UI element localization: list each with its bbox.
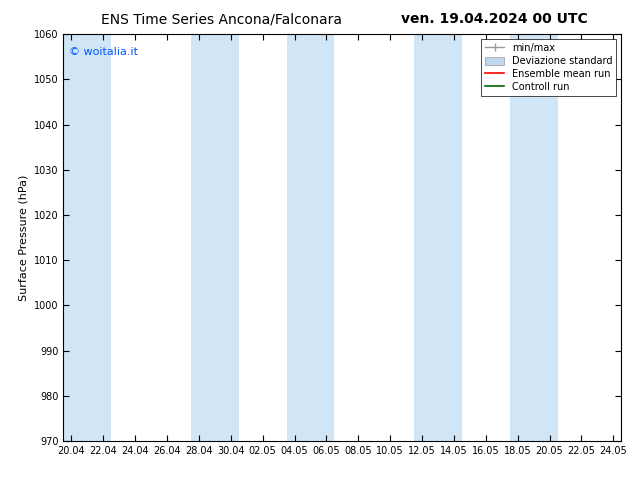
Bar [510,34,557,441]
Bar [414,34,462,441]
Bar [63,34,111,441]
Text: ENS Time Series Ancona/Falconara: ENS Time Series Ancona/Falconara [101,12,342,26]
Y-axis label: Surface Pressure (hPa): Surface Pressure (hPa) [18,174,29,301]
Text: © woitalia.it: © woitalia.it [69,47,138,56]
Bar [191,34,239,441]
Text: ven. 19.04.2024 00 UTC: ven. 19.04.2024 00 UTC [401,12,588,26]
Bar [287,34,334,441]
Legend: min/max, Deviazione standard, Ensemble mean run, Controll run: min/max, Deviazione standard, Ensemble m… [481,39,616,96]
